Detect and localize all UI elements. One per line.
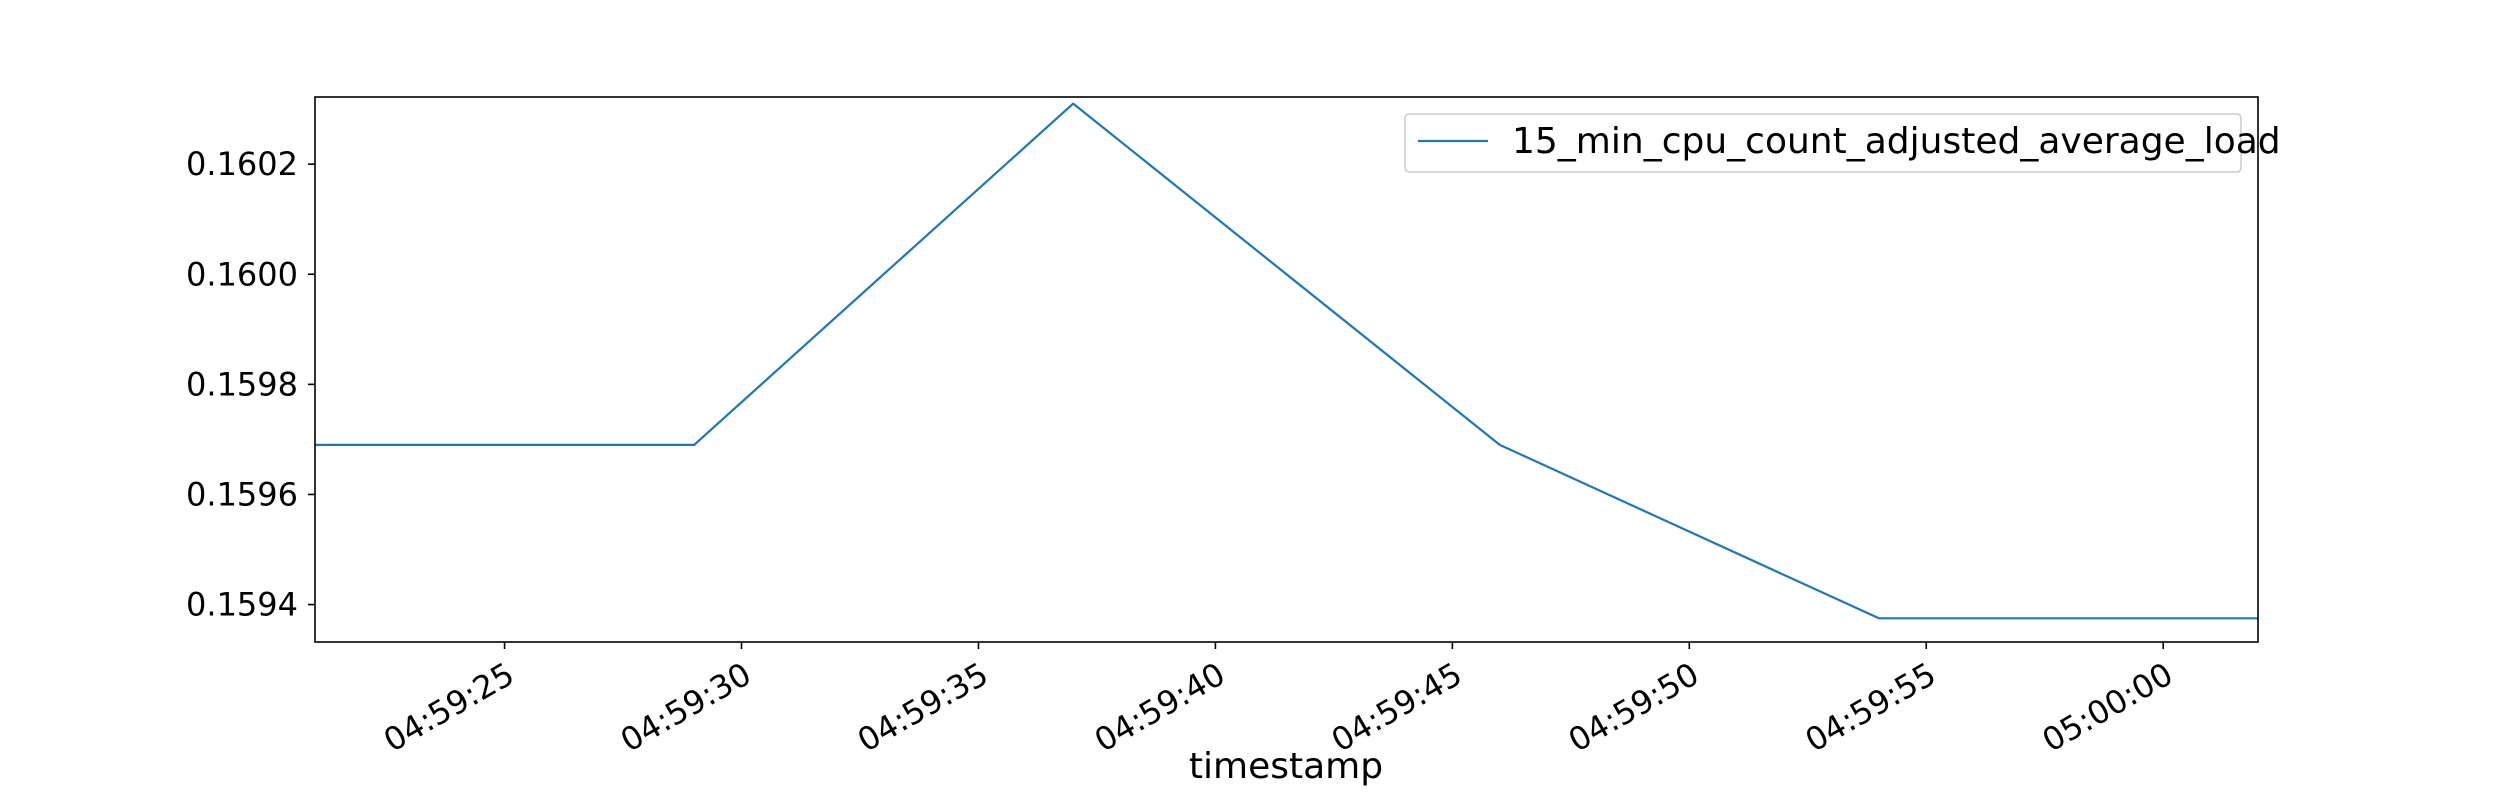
legend: 15_min_cpu_count_adjusted_average_load bbox=[1404, 113, 2281, 173]
y-tick-label: 0.1600 bbox=[186, 255, 298, 293]
plot-area bbox=[314, 96, 2259, 643]
x-axis-title: timestamp bbox=[1189, 746, 1383, 787]
y-tick-label: 0.1602 bbox=[186, 145, 298, 183]
legend-frame bbox=[1404, 113, 2242, 173]
legend-entry-label: 15_min_cpu_count_adjusted_average_load bbox=[1512, 121, 2281, 162]
y-tick-label: 0.1596 bbox=[186, 475, 298, 513]
y-tick-label: 0.1598 bbox=[186, 365, 298, 403]
y-tick-label: 0.1594 bbox=[186, 586, 298, 624]
series-line-0 bbox=[315, 102, 2258, 620]
axes-frame bbox=[314, 96, 2259, 643]
series-layer bbox=[315, 102, 2258, 620]
y-axis: 0.1594 0.1596 0.1598 0.1600 0.1602 bbox=[186, 145, 315, 624]
